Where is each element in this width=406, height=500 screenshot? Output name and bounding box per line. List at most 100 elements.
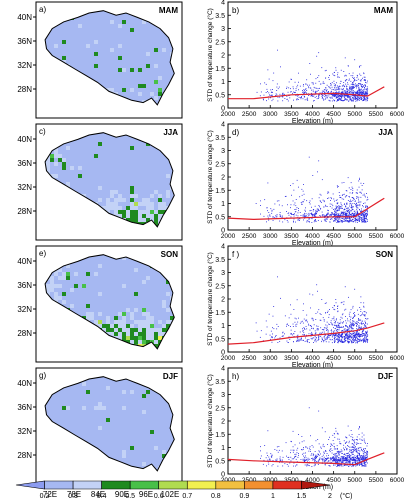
scatter-point [363,220,365,222]
x-tick-label: 5500 [369,355,384,362]
lat-tick-label: 40N [17,257,32,266]
colorbar-swatch [215,480,245,490]
scatter-point [311,218,313,220]
scatter-point [348,209,350,211]
scatter-point [329,221,331,223]
scatter-point [329,436,330,438]
scatter-point [271,455,273,457]
scatter-point [337,459,339,461]
scatter-point [347,318,348,320]
scatter-point [349,335,351,337]
scatter-point [336,209,338,211]
scatter-point [352,317,354,318]
scatter-point [295,458,297,460]
x-tick-label: 2000 [221,233,236,240]
scatter-point [338,92,339,94]
scatter-point [357,461,358,463]
scatter-point [363,449,364,450]
scatter-point [343,447,344,449]
scatter-point [347,99,348,101]
scatter-point [358,196,360,198]
scatter-point [278,204,280,206]
scatter-point [357,328,359,330]
scatter-point [334,325,336,326]
scatter-point [355,342,357,344]
scatter-point [338,324,340,326]
scatter-point [349,449,351,450]
x-tick-label: 3500 [284,477,299,484]
scatter-point [343,94,345,96]
scatter-point [276,449,278,451]
scatter-point [352,100,354,102]
scatter-point [352,320,354,322]
scatter-point [359,214,361,215]
scatter-point [346,464,347,466]
scatter-point [361,92,363,94]
scatter-point [294,92,296,94]
scatter-point [358,428,360,430]
scatter-point [350,220,352,222]
scatter-point [334,342,335,343]
scatter-point [266,100,267,102]
scatter-point [343,220,345,222]
map-panel-label: a) [39,5,46,14]
scatter-point [360,192,362,194]
scatter-point [339,197,341,198]
scatter-point [290,333,292,335]
scatter-point [308,324,310,326]
scatter-point [323,92,325,94]
scatter-point [321,337,323,339]
scatter-point [357,454,359,456]
scatter-point [286,325,287,327]
scatter-point [315,92,317,94]
scatter-point [359,203,361,205]
scatter-point [342,341,344,343]
scatter-point [337,213,339,215]
scatter-point [353,335,355,337]
scatter-point [361,185,363,186]
scatter-point [315,456,316,458]
scatter-point [337,221,339,223]
scatter-point [359,463,360,465]
scatter-point [359,205,361,207]
scatter-point [298,210,299,212]
scatter-point [339,195,341,196]
scatter-point [349,315,350,317]
scatter-point [330,443,332,445]
scatter-point [293,309,295,310]
scatter-point [335,69,337,71]
scatter-point [332,213,333,215]
scatter-point [357,457,359,459]
scatter-point [278,86,280,88]
scatter-point [330,458,332,459]
scatter-point [312,320,314,322]
scatter-point [361,220,363,222]
scatter-point [342,88,344,90]
scatter-point [357,322,359,323]
scatter-point [307,464,309,466]
scatter-point [326,458,327,460]
scatter-point [361,217,362,219]
scatter-point [340,456,342,458]
scatter-point [325,324,327,326]
scatter-point [353,95,355,96]
colorbar-swatch [15,480,45,490]
scatter-point [355,460,357,462]
x-tick-label: 6000 [390,355,405,362]
scatter-point [282,96,284,98]
scatter-point [276,86,278,88]
scatter-point [322,445,324,447]
scatter-point [268,212,270,213]
scatter-point [338,210,340,211]
scatter-point [276,200,278,202]
scatter-point [272,95,273,97]
scatter-point [290,185,291,186]
scatter-point [306,98,308,100]
scatter-point [349,339,351,340]
scatter-point [334,337,335,339]
scatter-point [298,89,299,91]
scatter-point [365,80,366,82]
scatter-point [365,97,367,99]
scatter-point [361,465,363,467]
scatter-point [333,220,335,221]
